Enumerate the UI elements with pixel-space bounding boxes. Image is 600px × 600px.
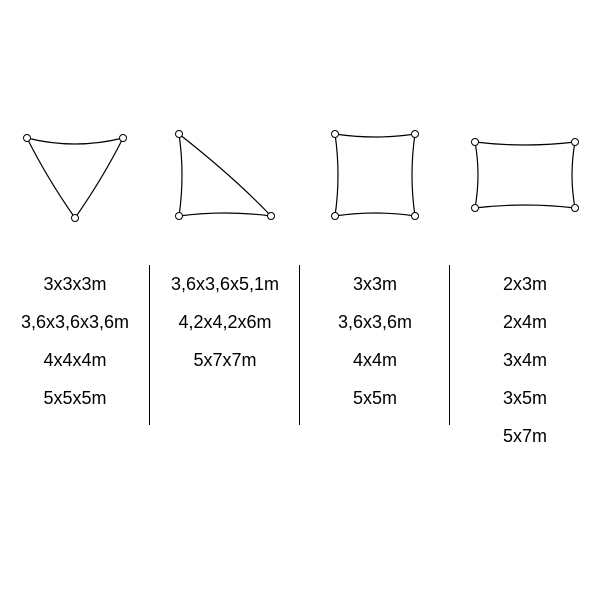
shape-rectangle [450,110,600,240]
sizes-col-3: 2x3m 2x4m 3x4m 3x5m 5x7m [450,265,600,455]
rectangle-icon [465,120,585,230]
sizes-col-0: 3x3x3m 3,6x3,6x3,6m 4x4x4m 5x5x5m [0,265,150,455]
size-label: 3x4m [503,351,547,369]
size-label: 3,6x3,6x3,6m [21,313,129,331]
product-size-diagram: 3x3x3m 3,6x3,6x3,6m 4x4x4m 5x5x5m 3,6x3,… [0,0,600,600]
shapes-row [0,110,600,240]
size-label: 2x3m [503,275,547,293]
triangle-equilateral-icon [15,120,135,230]
square-icon [315,120,435,230]
size-label: 3,6x3,6m [338,313,412,331]
size-label: 5x5m [353,389,397,407]
shape-triangle-equilateral [0,110,150,240]
size-label: 3x3x3m [43,275,106,293]
size-label: 5x5x5m [43,389,106,407]
shape-triangle-right [150,110,300,240]
size-label: 3,6x3,6x5,1m [171,275,279,293]
size-label: 5x7m [503,427,547,445]
shape-square [300,110,450,240]
sizes-col-2: 3x3m 3,6x3,6m 4x4m 5x5m [300,265,450,455]
sizes-row: 3x3x3m 3,6x3,6x3,6m 4x4x4m 5x5x5m 3,6x3,… [0,265,600,455]
size-label: 5x7x7m [193,351,256,369]
size-label: 3x3m [353,275,397,293]
size-label: 4,2x4,2x6m [178,313,271,331]
size-label: 3x5m [503,389,547,407]
size-label: 2x4m [503,313,547,331]
triangle-right-icon [165,120,285,230]
sizes-col-1: 3,6x3,6x5,1m 4,2x4,2x6m 5x7x7m [150,265,300,455]
size-label: 4x4x4m [43,351,106,369]
size-label: 4x4m [353,351,397,369]
